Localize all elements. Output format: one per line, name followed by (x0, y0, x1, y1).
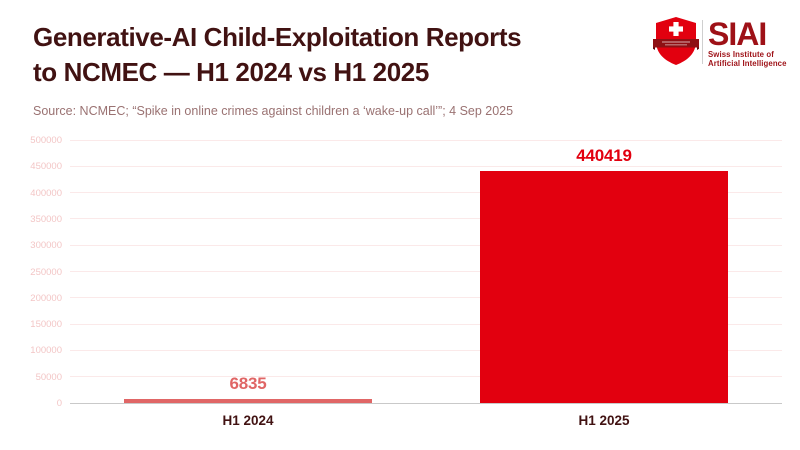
siai-logo: SIAI Swiss Institute of Artificial Intel… (653, 16, 793, 68)
x-axis-line (70, 402, 782, 404)
y-tick-label: 150000 (30, 319, 62, 331)
source-caption: Source: NCMEC; “Spike in online crimes a… (33, 104, 514, 118)
gridline (70, 376, 782, 378)
bar-value-label: 440419 (576, 146, 632, 166)
gridline (70, 192, 782, 194)
page-title: Generative-AI Child-Exploitation Reports… (33, 20, 633, 90)
bar (124, 399, 372, 403)
y-tick-label: 350000 (30, 213, 62, 225)
bar (480, 171, 728, 403)
logo-divider (702, 20, 703, 64)
bar-chart: 6835 440419 0 50000 100000 150000 200000 25000… (0, 135, 800, 440)
logo-text: SIAI Swiss Institute of Artificial Intel… (708, 16, 787, 68)
swiss-shield-icon (653, 17, 699, 65)
gridline (70, 218, 782, 220)
y-tick-label: 100000 (30, 345, 62, 357)
y-tick-label: 0 (56, 398, 62, 409)
y-tick-label: 450000 (30, 161, 62, 173)
x-tick-label: H1 2025 (578, 413, 630, 428)
y-tick-label: 250000 (30, 266, 62, 278)
gridline (70, 139, 782, 141)
y-tick-label: 200000 (30, 292, 62, 304)
title-line-2: to NCMEC — H1 2024 vs H1 2025 (33, 57, 429, 87)
title-line-1: Generative-AI Child-Exploitation Reports (33, 22, 522, 52)
logo-name-line-2: Artificial Intelligence (708, 59, 787, 68)
y-tick-label: 50000 (35, 371, 62, 383)
gridline (70, 297, 782, 299)
bar-value-label: 6835 (229, 374, 267, 394)
logo-acronym: SIAI (708, 16, 767, 52)
logo-name-line-1: Swiss Institute of (708, 50, 774, 59)
y-tick-label: 300000 (30, 240, 62, 252)
gridline (70, 323, 782, 325)
x-tick-label: H1 2024 (222, 413, 274, 428)
gridline (70, 271, 782, 272)
plot-area: 6835 440419 (70, 139, 782, 404)
y-tick-label: 500000 (30, 135, 62, 146)
y-tick-label: 400000 (30, 187, 62, 199)
gridline (70, 349, 782, 351)
gridline (70, 244, 782, 246)
gridline (70, 165, 782, 167)
